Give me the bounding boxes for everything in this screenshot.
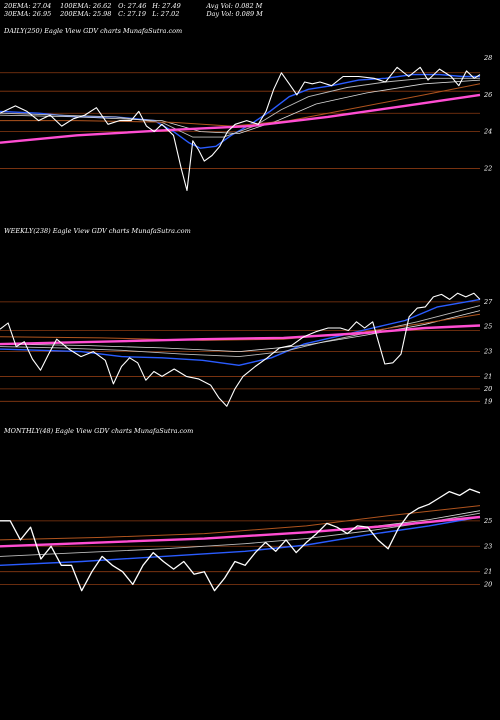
daily-chart: DAILY(250) Eagle View GDV charts MunafaS… <box>0 27 492 192</box>
series-line-price <box>0 66 481 192</box>
series-line-ema20 <box>0 298 481 366</box>
series-line-ema100 <box>0 83 481 127</box>
y-tick-label: 23 <box>483 348 492 356</box>
series-line-ema200 <box>0 93 481 144</box>
stat-avg-vol: Avg Vol: 0.082 M <box>206 2 263 10</box>
stat-day-vol: Day Vol: 0.089 M <box>206 10 263 18</box>
series-line-ema50 <box>0 79 481 134</box>
y-tick-label: 22 <box>483 164 492 172</box>
series-line-ema50 <box>0 310 481 352</box>
stat-low: L: 27.02 <box>152 10 180 18</box>
chart-title: MONTHLY(48) Eagle View GDV charts Munafa… <box>3 427 193 435</box>
chart-title: DAILY(250) Eagle View GDV charts MunafaS… <box>3 27 182 35</box>
series-line-ema30 <box>0 77 480 138</box>
y-tick-label: 25 <box>483 517 492 525</box>
series-line-ema100 <box>0 313 481 341</box>
series-line-ema20 <box>0 73 480 149</box>
series-line-ema200 <box>0 515 481 548</box>
y-tick-label: 24 <box>483 128 492 136</box>
stat-20ema: 20EMA: 27.04 <box>4 2 52 10</box>
y-tick-label: 21 <box>483 372 492 380</box>
series-line-ema200 <box>0 324 481 346</box>
y-tick-label: 20 <box>483 385 492 393</box>
stat-100ema: 100EMA: 26.62 <box>60 2 112 10</box>
series-line-ema30 <box>0 512 481 557</box>
y-tick-label: 21 <box>483 568 492 576</box>
y-tick-label: 19 <box>484 397 492 405</box>
stats-row-2: 30EMA: 26.95 200EMA: 25.98 C: 27.19 L: 2… <box>4 10 263 18</box>
stat-close: C: 27.19 <box>118 10 146 18</box>
y-tick-label: 23 <box>483 542 492 550</box>
series-line-price <box>0 292 481 407</box>
stat-high: H: 27.49 <box>152 2 181 10</box>
stat-30ema: 30EMA: 26.95 <box>4 10 52 18</box>
stats-row-1: 20EMA: 27.04 100EMA: 26.62 O: 27.46 H: 2… <box>4 2 263 10</box>
y-tick-label: 28 <box>483 54 492 62</box>
y-tick-label: 20 <box>483 580 492 588</box>
series-line-ema100 <box>0 505 481 541</box>
monthly-chart: MONTHLY(48) Eagle View GDV charts Munafa… <box>0 427 492 592</box>
y-tick-label: 27 <box>483 298 493 306</box>
chart-title: WEEKLY(238) Eagle View GDV charts Munafa… <box>4 227 191 235</box>
series-line-ema30 <box>0 305 481 358</box>
y-tick-label: 25 <box>483 323 492 331</box>
weekly-chart: WEEKLY(238) Eagle View GDV charts Munafa… <box>0 227 493 407</box>
stats-header: 20EMA: 27.04 100EMA: 26.62 O: 27.46 H: 2… <box>4 2 263 18</box>
series-line-price <box>0 488 481 592</box>
series-line-ema20 <box>0 516 481 566</box>
stat-open: O: 27.46 <box>118 2 147 10</box>
y-tick-label: 26 <box>483 91 492 99</box>
stat-200ema: 200EMA: 25.98 <box>60 10 112 18</box>
